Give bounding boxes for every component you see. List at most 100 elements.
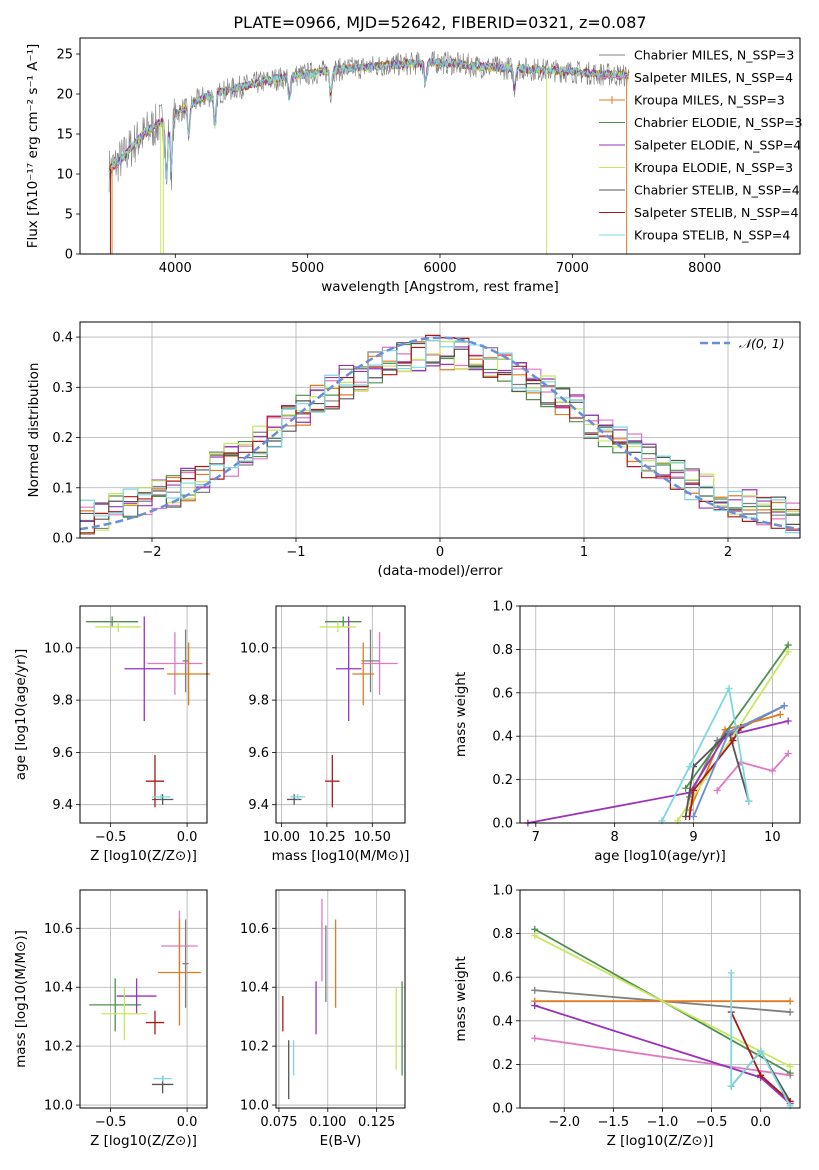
x-tick-label: 0.0	[177, 830, 198, 845]
x-tick-label: 0.100	[309, 1115, 346, 1130]
y-tick-label: 0.3	[52, 381, 73, 396]
tick-labels: −0.5 0.0 9.4 9.6 9.8 10.0	[44, 641, 197, 845]
data-point	[325, 755, 340, 808]
series-marker	[727, 1082, 735, 1090]
legend: Chabrier MILES, N_SSP=3 Salpeter MILES, N…	[599, 48, 803, 243]
axes-frame	[275, 605, 406, 824]
axes-frame	[79, 605, 208, 824]
legend-label: Chabrier MILES, N_SSP=3	[634, 48, 794, 63]
axes-frame	[519, 889, 801, 1109]
data-point	[101, 987, 148, 1041]
y-tick-label: 0	[65, 248, 73, 263]
series-marker	[757, 1047, 765, 1055]
plot-area	[108, 50, 630, 254]
series-marker	[531, 1034, 539, 1042]
data-point	[286, 794, 302, 805]
series-marker	[686, 763, 694, 771]
residual-histogram	[80, 346, 800, 531]
x-axis-label: E(B-V)	[320, 1133, 362, 1149]
x-tick-label: 4000	[159, 261, 192, 276]
y-tick-label: 10.6	[240, 922, 269, 937]
data-point	[167, 642, 211, 706]
series-marker	[780, 702, 788, 710]
y-tick-label: 0.2	[492, 1058, 513, 1073]
y-tick-label: 20	[56, 88, 73, 103]
series-marker	[786, 1069, 794, 1077]
axes-frame	[275, 889, 406, 1109]
y-tick-label: 0.6	[492, 686, 513, 701]
data-point	[95, 621, 142, 633]
y-tick-label: 5	[65, 208, 73, 223]
axes-frame	[519, 605, 801, 824]
y-tick-label: 0.0	[492, 1102, 513, 1117]
series-marker	[531, 925, 539, 933]
data-point	[124, 616, 165, 722]
mass-weight-vs-age-panel: 7 8 9 10 0.0 0.2 0.4 0.6 0.8 1.0 age [log10(age/yr…	[453, 600, 801, 864]
y-tick-label: 10.4	[44, 981, 73, 996]
observed-spectrum	[108, 50, 630, 193]
series-marker	[786, 1008, 794, 1016]
y-tick-label: 0.0	[52, 532, 73, 547]
x-axis-label: (data-model)/error	[377, 563, 503, 579]
series-marker	[745, 797, 753, 805]
y-tick-label: 10.2	[44, 1040, 73, 1055]
series-marker	[531, 932, 539, 940]
data-point	[86, 616, 139, 627]
legend-label: Salpeter STELIB, N_SSP=4	[634, 205, 799, 220]
legend-label: Kroupa STELIB, N_SSP=4	[634, 228, 790, 243]
axes-frame	[79, 37, 801, 255]
residual-histogram	[80, 342, 800, 525]
legend-label: Chabrier STELIB, N_SSP=4	[634, 183, 800, 198]
plot-area	[86, 616, 211, 808]
series-marker	[757, 1071, 765, 1079]
x-axis-label: Z [log10(Z/Z⊙)]	[90, 1133, 197, 1149]
axes-frame	[79, 321, 801, 539]
x-tick-label: 8	[611, 830, 619, 845]
y-axis-label: mass [log10(M/M⊙)]	[13, 930, 29, 1068]
data-point	[89, 978, 142, 1032]
y-axis-label: mass weight	[453, 672, 469, 757]
y-tick-label: 10.0	[240, 1099, 269, 1114]
grid-lines	[276, 606, 405, 823]
series-line	[527, 720, 789, 824]
x-tick-label: −0.5	[95, 830, 127, 845]
y-tick-label: 25	[56, 48, 73, 63]
series-marker	[786, 997, 794, 1005]
tick-labels: −2.0 −1.5 −1.0 −0.5 0.0 0.0 0.2 0.4 0.6 0.8 1.0	[492, 884, 771, 1131]
age-vs-mass-panel: 10.00 10.25 10.50 9.4 9.6 9.8 10.0 mass [log10(…	[240, 605, 410, 864]
y-tick-label: 15	[56, 128, 73, 143]
plot-area	[79, 334, 801, 535]
y-tick-label: 9.4	[52, 798, 73, 813]
data-point	[335, 616, 362, 722]
residuals-panel: −2 −1 0 1 2 0.0 0.1 0.2 0.3 0.4 (data-model)/error…	[26, 321, 801, 579]
x-tick-label: −2.0	[548, 1115, 580, 1130]
x-tick-label: −1	[286, 545, 305, 560]
x-tick-label: −0.5	[696, 1115, 728, 1130]
x-tick-label: −0.5	[95, 1115, 127, 1130]
x-tick-label: 9	[689, 830, 697, 845]
x-axis-label: mass [log10(M/M⊙)]	[272, 848, 410, 864]
y-tick-label: 0.2	[492, 773, 513, 788]
series-line	[676, 651, 789, 822]
y-tick-label: 10.0	[44, 641, 73, 656]
x-tick-label: 0.125	[358, 1115, 395, 1130]
data-point	[182, 629, 189, 693]
legend-label: Chabrier ELODIE, N_SSP=3	[634, 115, 803, 130]
data-point	[116, 978, 157, 1014]
y-tick-label: 10.6	[44, 922, 73, 937]
x-tick-label: 10	[764, 830, 781, 845]
mass-vs-metallicity-panel: −0.5 0.0 10.0 10.2 10.4 10.6 Z [log10(Z/Z⊙)] ma…	[13, 889, 208, 1149]
tick-labels: 7 8 9 10 0.0 0.2 0.4 0.6 0.8 1.0	[492, 600, 780, 846]
spectrum-panel: 4000 5000 6000 7000 8000 0 5 10 15 20 25 wavelength…	[25, 13, 803, 295]
legend-label: Kroupa MILES, N_SSP=3	[634, 93, 785, 108]
series-line	[534, 934, 791, 1068]
tick-labels: 0.075 0.100 0.125 10.0 10.2 10.4 10.6	[240, 922, 395, 1130]
series-marker	[690, 786, 698, 794]
series-marker	[690, 812, 698, 820]
data-point	[145, 755, 165, 808]
tick-labels: −2 −1 0 1 2 0.0 0.1 0.2 0.3 0.4	[52, 331, 732, 560]
x-tick-label: 10.25	[308, 830, 345, 845]
legend-label: Kroupa ELODIE, N_SSP=3	[634, 160, 793, 175]
series-line	[716, 752, 789, 792]
series-marker	[727, 969, 735, 977]
